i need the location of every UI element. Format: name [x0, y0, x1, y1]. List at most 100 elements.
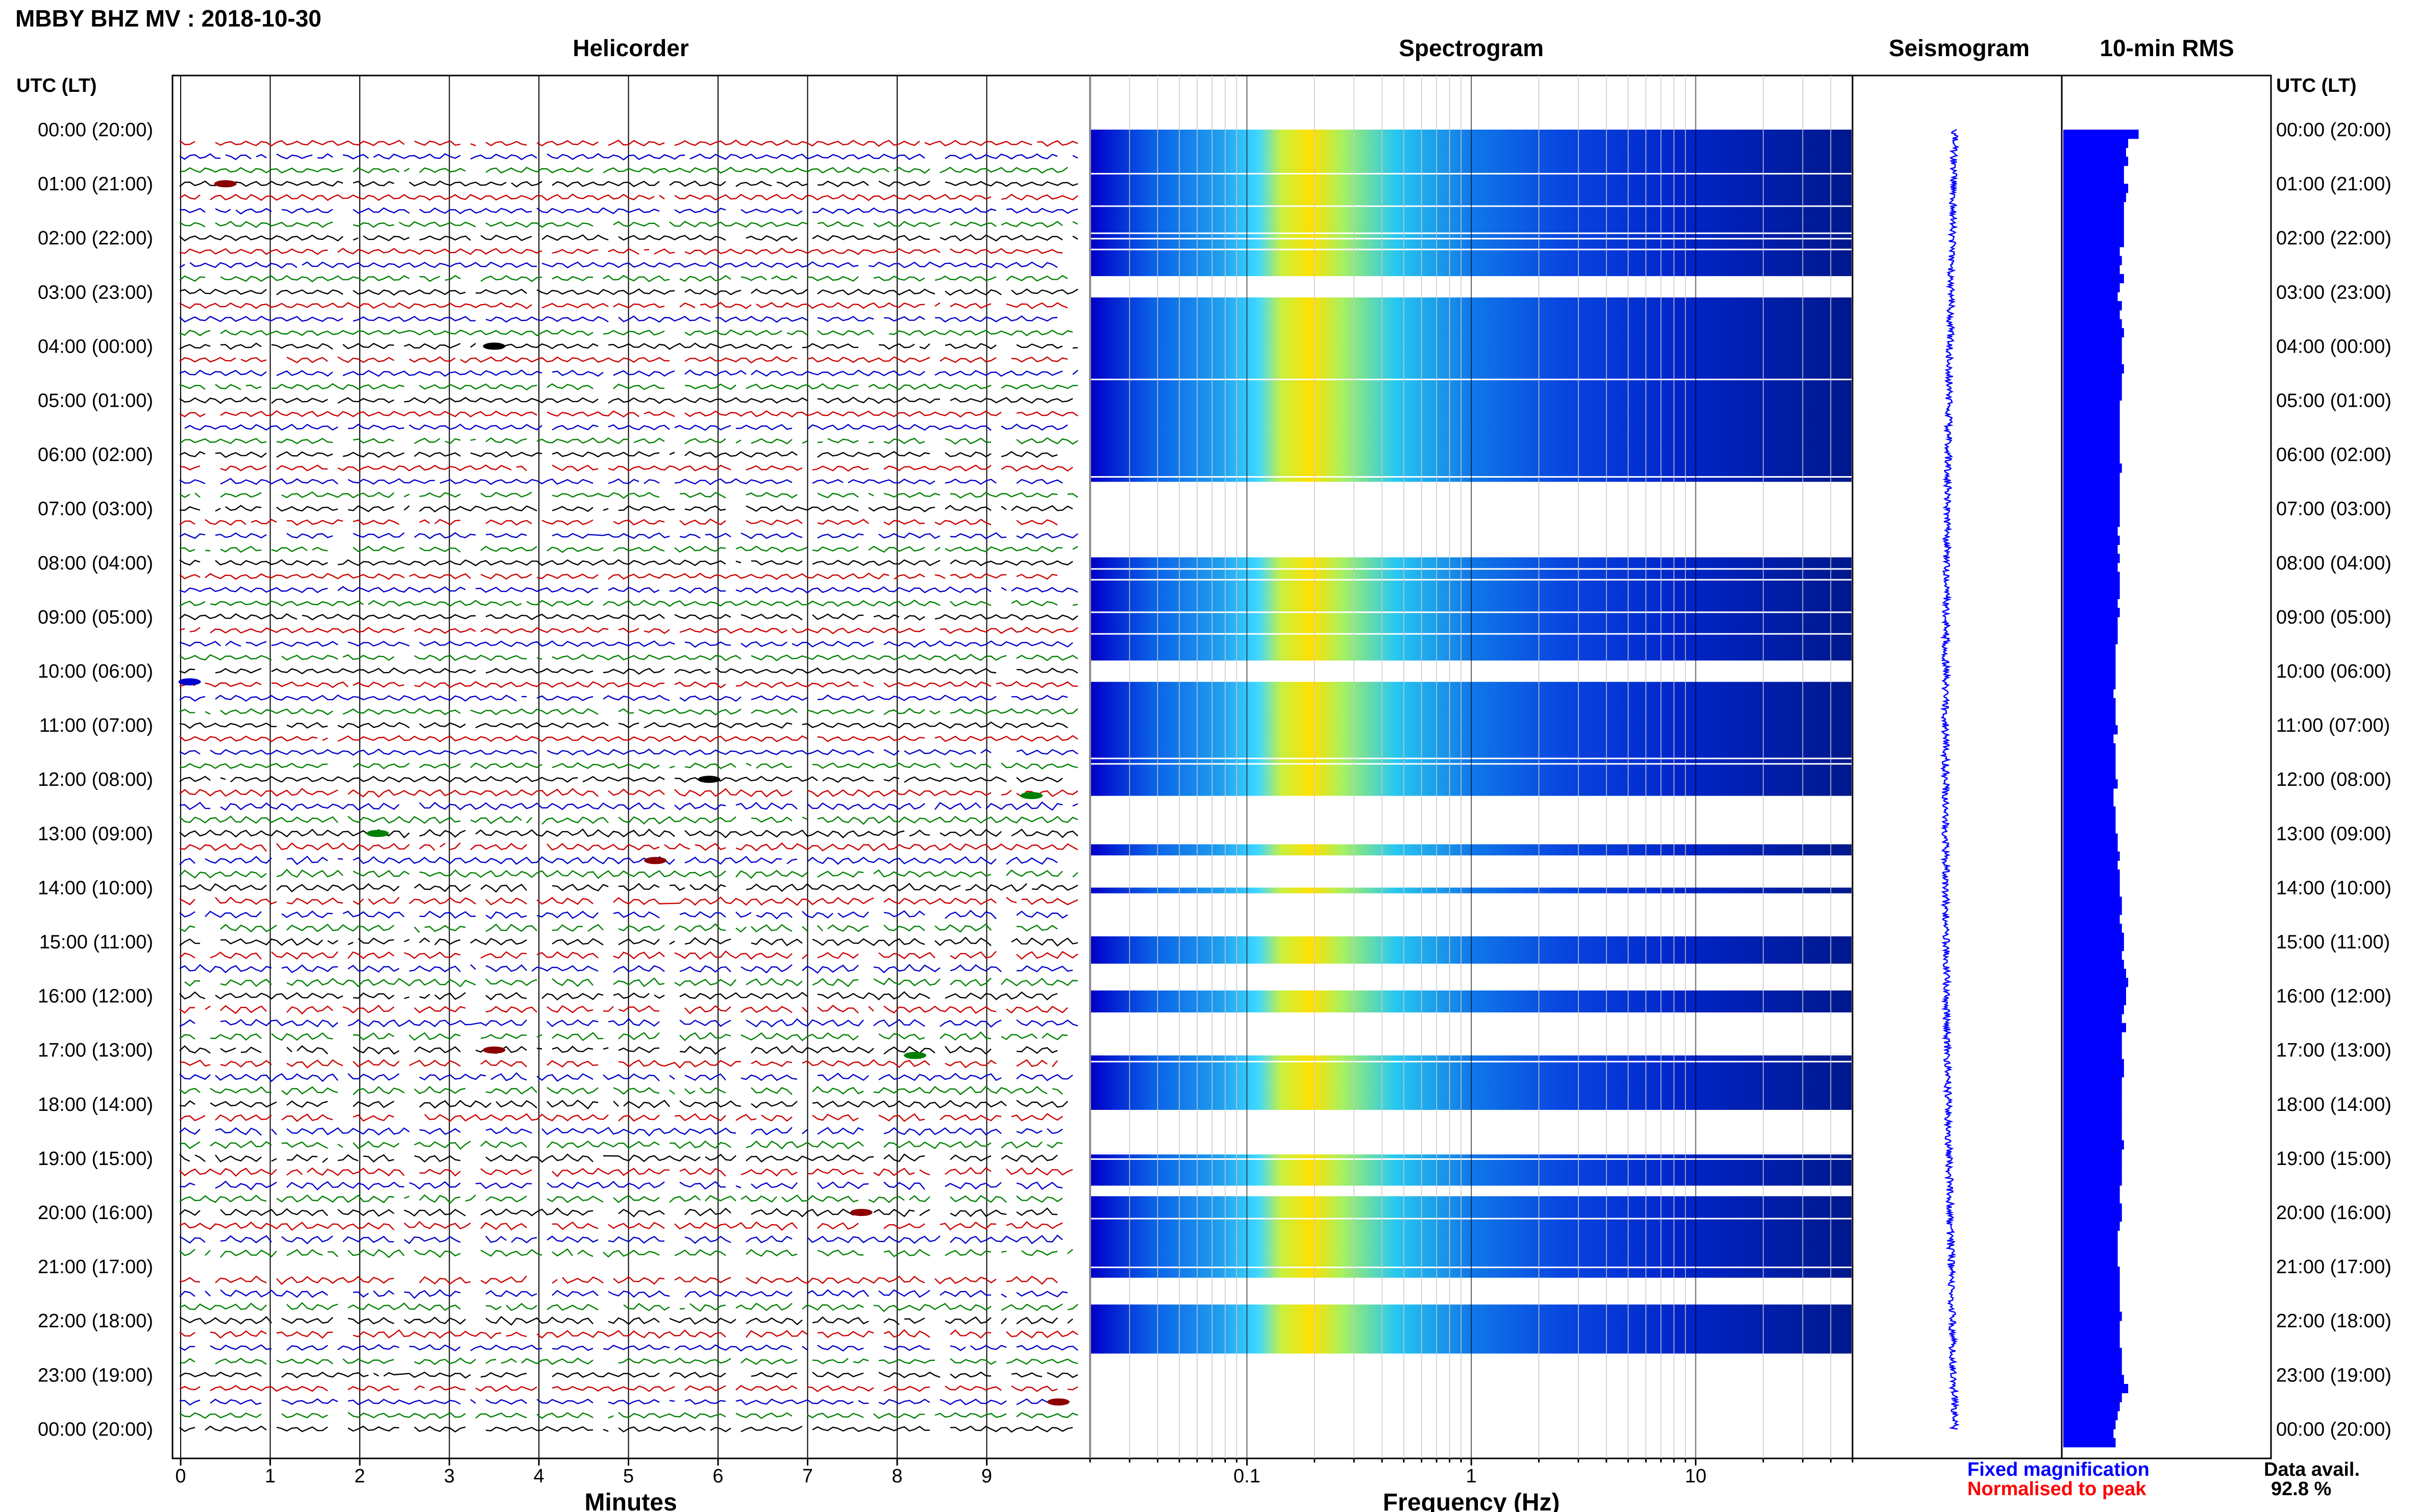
helicorder-trace — [179, 640, 1073, 648]
rms-bar — [2063, 238, 2124, 247]
rms-bar — [2063, 959, 2124, 970]
rms-bar — [2063, 454, 2120, 464]
hour-label-left: 23:00 (19:00) — [38, 1365, 153, 1386]
data-availability-label: Data avail. — [2264, 1459, 2360, 1480]
minute-tick-label: 7 — [802, 1466, 813, 1487]
helicorder-trace — [179, 437, 1078, 445]
rms-bar — [2063, 1311, 2122, 1321]
helicorder-trace — [179, 1234, 1063, 1245]
helicorder-panel: 0 1 2 3 4 5 6 7 8 9 — [172, 76, 1091, 1487]
rms-bar — [2063, 535, 2120, 545]
rms-bar — [2063, 175, 2124, 184]
seismogram-panel — [1852, 75, 2063, 1459]
helicorder-trace — [179, 600, 1078, 607]
seismogram-line — [1939, 129, 1960, 1430]
hour-label-left: 00:00 (20:00) — [38, 119, 153, 141]
rms-bar — [2063, 382, 2122, 392]
helicorder-event — [1047, 1398, 1070, 1406]
rms-bar — [2063, 1131, 2122, 1141]
minute-tick-label: 5 — [623, 1466, 634, 1487]
helicorder-trace — [179, 518, 1058, 526]
rms-bar — [2063, 608, 2120, 617]
figure-title: MBBY BHZ MV : 2018-10-30 — [15, 5, 322, 32]
hour-label-right: 15:00 (11:00) — [2276, 932, 2390, 953]
rms-bar — [2063, 797, 2114, 807]
rms-bar — [2063, 653, 2116, 662]
helicorder-trace — [184, 977, 1078, 987]
rms-bar — [2063, 274, 2124, 284]
rms-bar — [2063, 554, 2120, 563]
rms-bar — [2063, 1212, 2122, 1222]
helicorder-trace — [179, 288, 1078, 296]
minute-tick-label: 2 — [354, 1466, 365, 1487]
rms-bar — [2063, 951, 2122, 960]
rms-bar — [2063, 734, 2114, 743]
rms-bar — [2063, 1321, 2120, 1330]
rms-bar — [2063, 833, 2118, 843]
minute-tick-label: 4 — [533, 1466, 544, 1487]
rms-bar — [2063, 941, 2124, 951]
helicorder-trace — [179, 613, 1078, 621]
hour-label-right: 23:00 (19:00) — [2276, 1365, 2391, 1386]
hour-label-left: 15:00 (11:00) — [39, 932, 153, 953]
helicorder-trace — [179, 1398, 1058, 1406]
helicorder-trace — [179, 855, 1058, 865]
rms-bar — [2063, 671, 2116, 681]
helicorder-trace — [179, 883, 1078, 893]
rms-bar — [2063, 905, 2122, 915]
helicorder-trace — [179, 735, 1078, 742]
rms-bar — [2063, 1366, 2122, 1375]
helicorder-trace — [179, 815, 1078, 825]
rms-bar — [2063, 743, 2116, 753]
hour-label-left: 02:00 (22:00) — [38, 228, 153, 249]
rms-bar — [2063, 1059, 2124, 1069]
helicorder-event — [483, 342, 506, 350]
rms-bar — [2063, 1104, 2122, 1113]
rms-bar — [2063, 355, 2122, 365]
rms-bar — [2063, 589, 2120, 599]
rms-bar — [2063, 337, 2122, 346]
rms-bar — [2063, 680, 2116, 689]
rms-bar — [2063, 310, 2120, 319]
hour-label-right: 22:00 (18:00) — [2276, 1310, 2391, 1332]
minute-tick-label: 0 — [175, 1466, 186, 1487]
hour-label-left: 11:00 (07:00) — [39, 715, 153, 736]
hour-label-right: 17:00 (13:00) — [2276, 1040, 2391, 1061]
hour-label-left: 10:00 (06:00) — [38, 661, 153, 682]
helicorder-trace — [179, 1031, 1068, 1042]
rms-bar — [2063, 562, 2118, 572]
rms-bar — [2063, 319, 2122, 329]
rms-panel — [2061, 75, 2272, 1459]
helicorder-trace — [179, 896, 1078, 906]
helicorder-trace — [179, 1425, 1073, 1433]
rms-bar — [2063, 1221, 2120, 1231]
helicorder-trace — [179, 586, 1078, 594]
rms-bar — [2063, 1185, 2120, 1195]
helicorder-trace — [179, 383, 1078, 391]
rms-bar — [2063, 1086, 2122, 1096]
rms-bar — [2063, 1339, 2120, 1348]
rms-bar — [2063, 1356, 2122, 1367]
hour-label-right: 04:00 (00:00) — [2276, 336, 2391, 357]
rms-bar — [2063, 211, 2124, 220]
hour-label-left: 22:00 (18:00) — [38, 1310, 153, 1332]
rms-bar — [2063, 544, 2118, 554]
rms-bar — [2063, 229, 2124, 238]
helicorder-event — [904, 1052, 927, 1059]
rms-bar — [2063, 1194, 2120, 1204]
helicorder-trace — [179, 153, 1078, 161]
hour-label-right: 08:00 (04:00) — [2276, 553, 2391, 574]
rms-bar — [2063, 1384, 2129, 1394]
rms-bar — [2063, 644, 2116, 654]
rms-bar — [2063, 969, 2126, 978]
helicorder-trace — [179, 1302, 1078, 1312]
rms-bar — [2063, 1176, 2122, 1186]
minute-tick-label: 1 — [265, 1466, 276, 1487]
helicorder-trace — [179, 1371, 1078, 1379]
rms-bar — [2063, 192, 2126, 202]
helicorder-trace — [179, 869, 1078, 879]
rms-bar — [2063, 842, 2118, 852]
rms-bar — [2063, 481, 2120, 491]
helicorder-trace — [179, 748, 1078, 756]
minute-ticks: 0 1 2 3 4 5 6 7 8 9 — [175, 1458, 992, 1487]
